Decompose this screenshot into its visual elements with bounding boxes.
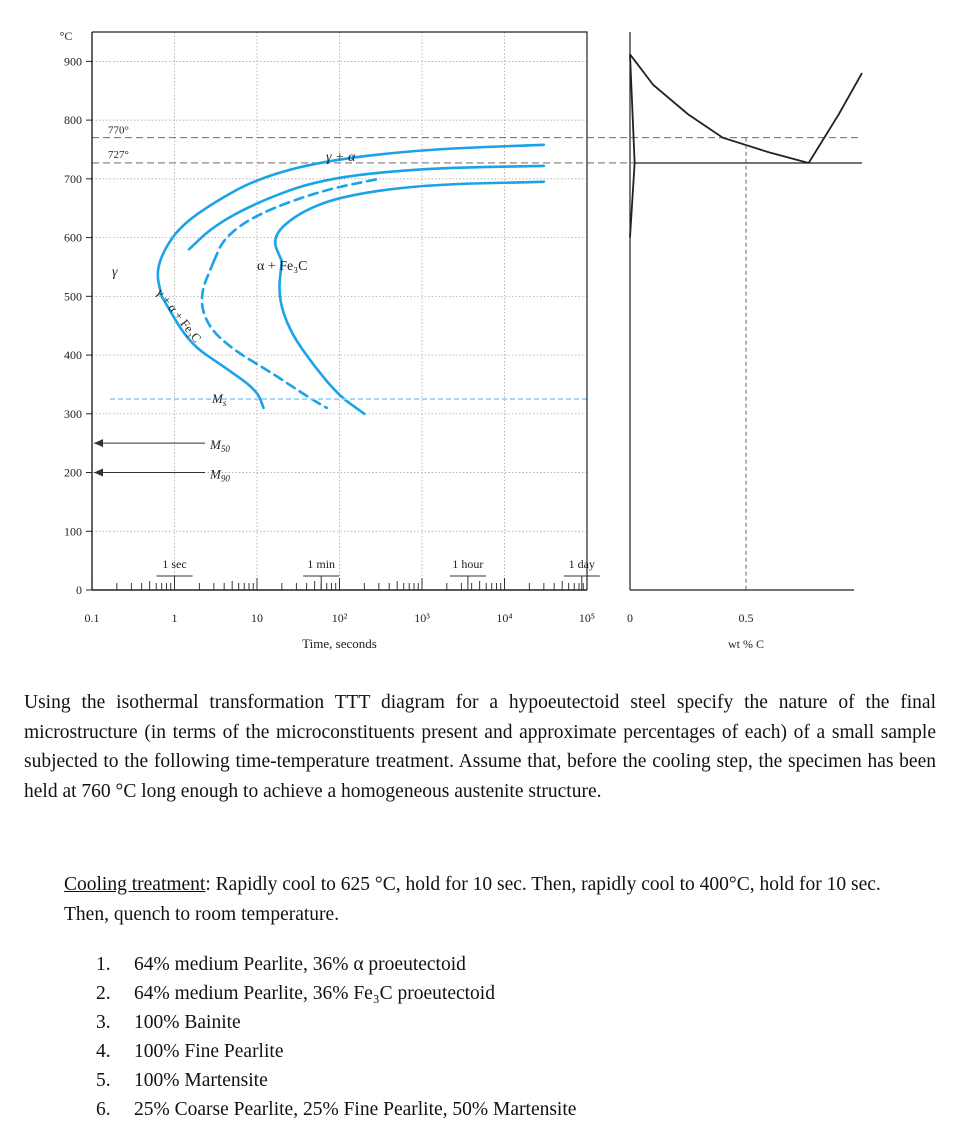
option-4[interactable]: 4. 100% Fine Pearlite [96,1037,576,1066]
x-tick-label: 10³ [414,611,430,625]
y-tick-label: 100 [64,524,82,538]
plot-frame [92,31,588,590]
option-text: 25% Coarse Pearlite, 25% Fine Pearlite, … [134,1099,577,1120]
option-5[interactable]: 5. 100% Martensite [96,1066,576,1095]
y-tick-label: 0 [76,583,82,597]
option-text: 100% Fine Pearlite [134,1041,284,1062]
y-tick-label: 800 [64,113,82,127]
phase-x-axis-label: wt % C [728,637,764,651]
y-tick-label: 700 [64,172,82,186]
x-tick-label: 10² [332,611,348,625]
acm-line [807,72,863,164]
transformation-curve-dashed [212,177,381,263]
label-subscript: 50 [221,444,231,454]
phase-x-tick-label: 0 [627,611,633,625]
reference-lines [92,137,862,164]
option-number: 6. [96,1099,111,1120]
option-6[interactable]: 6. 25% Coarse Pearlite, 25% Fine Pearlite… [96,1095,576,1124]
y-tick-label: 500 [64,289,82,303]
x-axis-label: Time, seconds [302,636,377,651]
cooling-treatment: Cooling treatment: Rapidly cool to 625 °… [64,870,924,929]
arrow-head [94,439,103,448]
option-number: 3. [96,1012,111,1033]
option-1[interactable]: 1. 64% medium Pearlite, 36% α proeutectoi… [96,950,576,979]
x-tick-label: 1 [172,611,178,625]
transformation-curves [156,143,546,416]
region-label-alpha-fe3c: α + Fe₃C [257,259,307,274]
option-text: 100% Bainite [134,1012,241,1033]
y-tick-label: 900 [64,54,82,68]
y-axis-label: °C [60,29,73,43]
transformation-curve [273,180,546,263]
option-text: 64% medium Pearlite, 36% Fe₃C proeutecto… [134,983,495,1004]
arrow-head [94,468,103,477]
ms-label: Ms [211,391,227,408]
option-number: 2. [96,983,111,1004]
alpha-solvus-line [629,54,636,238]
label-subscript: 90 [221,474,231,484]
reference-line-label: 770° [108,125,129,137]
question-text: Using the isothermal transformation TTT … [24,692,936,802]
phase-diagram-inset: 0 0.5 wt % C [627,32,863,651]
option-text: 64% medium Pearlite, 36% α proeutectoid [134,954,466,975]
transformation-curve [278,259,366,416]
x-tick-label: 10⁵ [579,611,595,625]
treatment-heading: Cooling treatment [64,874,206,895]
region-label-gamma-alpha-fe3c: γ + α + Fe₃C [153,285,204,345]
transformation-curve [187,164,546,251]
x-tick-label: 0.1 [85,611,100,625]
m90-label: M90 [209,467,230,484]
option-text: 100% Martensite [134,1070,268,1091]
option-number: 5. [96,1070,111,1091]
answer-options: 1. 64% medium Pearlite, 36% α proeutectoi… [96,950,576,1124]
transformation-curve [156,143,546,298]
x-tick-label: 10⁴ [496,611,512,625]
grid-lines [92,32,587,590]
y-tick-label: 400 [64,348,82,362]
region-label-austenite: γ [112,265,118,280]
time-marker-label: 1 day [569,557,595,571]
y-tick-label: 200 [64,466,82,480]
x-tick-label: 10 [251,611,263,625]
transformation-curve [160,295,265,410]
treatment-text: : Rapidly cool to 625 °C, hold for 10 se… [64,874,881,925]
region-label-gamma-alpha: γ + α [326,150,356,165]
option-2[interactable]: 2. 64% medium Pearlite, 36% Fe₃C proeutec… [96,979,576,1008]
option-number: 4. [96,1041,111,1062]
martensite-lines [94,398,587,477]
label-subscript: s [223,398,227,408]
m50-label: M50 [209,437,230,454]
transformation-curve-dashed [200,259,329,410]
a3-line [629,53,809,164]
y-tick-label: 600 [64,231,82,245]
reference-line-label: 727° [108,149,129,161]
phase-x-tick-label: 0.5 [739,611,754,625]
y-tick-label: 300 [64,407,82,421]
option-3[interactable]: 3. 100% Bainite [96,1008,576,1037]
time-marker-label: 1 min [307,557,335,571]
time-marker-label: 1 sec [162,557,186,571]
time-marker-label: 1 hour [452,557,483,571]
option-number: 1. [96,954,111,975]
